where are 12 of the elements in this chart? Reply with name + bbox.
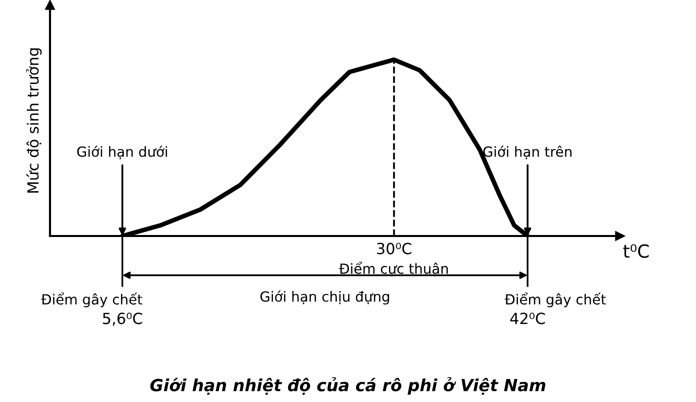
- annotation: Điểm gây chết: [504, 292, 606, 308]
- ref-line-label: 30⁰C: [377, 242, 412, 254]
- annotation: Điểm gây chết: [41, 292, 142, 308]
- text: Giới hạn nhiệt độ của cá rô phi ở Việt Nam: [150, 377, 546, 395]
- text: Giới hạn chịu đựng: [260, 290, 390, 304]
- annotation: Giới hạn dưới: [77, 146, 168, 160]
- annotation: Điểm cực thuận: [339, 262, 448, 276]
- x-axis-title: t⁰C: [623, 244, 649, 258]
- y-axis-title: Mức độ sinh trưởng: [26, 48, 42, 193]
- x-tick-label: 42⁰C: [510, 312, 545, 324]
- x-tick-label: 5,6⁰C: [103, 312, 142, 326]
- annotation: Giới hạn trên: [483, 146, 572, 160]
